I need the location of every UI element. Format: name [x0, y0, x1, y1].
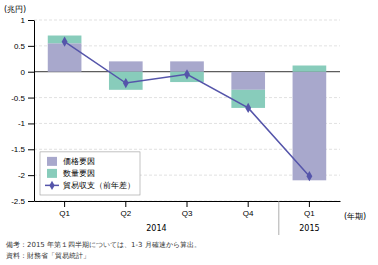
tick: -0.5 — [11, 94, 34, 103]
annotation: 2014 — [146, 224, 166, 233]
tick-mark — [309, 201, 310, 207]
tick: -1.5 — [11, 145, 34, 154]
x-axis-label: (年期) — [344, 212, 366, 221]
tick: 1 — [21, 16, 34, 25]
tick: Q3 — [182, 201, 193, 218]
bar-series — [48, 43, 326, 180]
grid-line — [34, 20, 340, 21]
legend-label: 数量要因 — [63, 169, 95, 178]
axis-line — [34, 21, 35, 202]
legend-items: 価格要因数量要因貿易収支（前年差） — [45, 157, 135, 190]
tick-label: 1 — [21, 16, 26, 25]
bar — [48, 43, 82, 71]
tick: Q2 — [120, 201, 131, 218]
group-separator — [278, 201, 279, 235]
grid — [34, 20, 340, 201]
legend-item: 価格要因 — [47, 157, 95, 166]
tick: 0.5 — [14, 42, 34, 51]
legend-swatch — [47, 157, 57, 166]
marker — [306, 171, 312, 181]
chart-container: -2.5 -2 -1.5 -1 -0.5 0 0.5 1 Q1 Q2 Q3 Q4 Q1 (兆円) (年期) 2… — [0, 0, 378, 265]
marker — [62, 37, 68, 47]
tick-label: -2 — [18, 171, 26, 180]
legend-item: 数量要因 — [47, 169, 95, 178]
legend-box — [40, 152, 140, 195]
tick-label: Q1 — [304, 209, 315, 218]
tick-label: -2.5 — [11, 197, 25, 206]
tick-label: -1.5 — [11, 145, 25, 154]
tick-label: Q3 — [182, 209, 193, 218]
legend-label: 貿易収支（前年差） — [63, 181, 135, 190]
legend-swatch — [47, 169, 57, 178]
plot-area — [48, 36, 326, 182]
tick-label: Q4 — [243, 209, 254, 218]
tick-label: -1 — [18, 119, 26, 128]
marker — [184, 69, 190, 79]
tick-mark — [28, 149, 34, 150]
tick: Q1 — [304, 201, 315, 218]
marker — [123, 78, 129, 88]
tick-mark — [28, 72, 34, 73]
bar — [231, 72, 265, 90]
legend-swatch — [49, 181, 54, 190]
bar-series — [48, 36, 326, 108]
tick: -2 — [18, 171, 34, 180]
tick-mark — [64, 201, 65, 207]
note: 備考：2015 年第１四半期については、1-3 月確速から算出。 — [6, 241, 201, 249]
tick-label: Q1 — [59, 209, 70, 218]
tick: Q1 — [59, 201, 70, 218]
tick-mark — [125, 201, 126, 207]
tick: -1 — [18, 119, 34, 128]
tick-mark — [28, 46, 34, 47]
bar — [109, 61, 143, 71]
tick-mark — [28, 175, 34, 176]
marker — [245, 103, 251, 113]
legend: 価格要因数量要因貿易収支（前年差） — [40, 152, 140, 195]
note: 資料：財務省「貿易統計」 — [6, 252, 90, 260]
tick-mark — [28, 20, 34, 21]
tick-label: -0.5 — [11, 94, 25, 103]
tick-label: Q2 — [120, 209, 131, 218]
tick-mark — [187, 201, 188, 207]
tick: Q4 — [243, 201, 254, 218]
legend-item: 貿易収支（前年差） — [45, 181, 135, 190]
tick-label: 0.5 — [14, 42, 26, 51]
tick-mark — [248, 201, 249, 207]
tick-mark — [28, 201, 34, 202]
annotation: 2015 — [299, 224, 319, 233]
legend-label: 価格要因 — [63, 157, 95, 166]
chart-svg: -2.5 -2 -1.5 -1 -0.5 0 0.5 1 Q1 Q2 Q3 Q4 Q1 (兆円) (年期) 2… — [0, 0, 378, 265]
x-axis: Q1 Q2 Q3 Q4 Q1 — [35, 201, 341, 218]
y-axis-label: (兆円) — [4, 5, 26, 14]
tick: 0 — [21, 68, 34, 77]
tick: -2.5 — [11, 197, 34, 206]
y-axis: -2.5 -2 -1.5 -1 -0.5 0 0.5 1 — [11, 16, 34, 206]
bar — [293, 66, 327, 72]
tick-mark — [28, 123, 34, 124]
tick-mark — [28, 98, 34, 99]
tick-label: 0 — [21, 68, 26, 77]
